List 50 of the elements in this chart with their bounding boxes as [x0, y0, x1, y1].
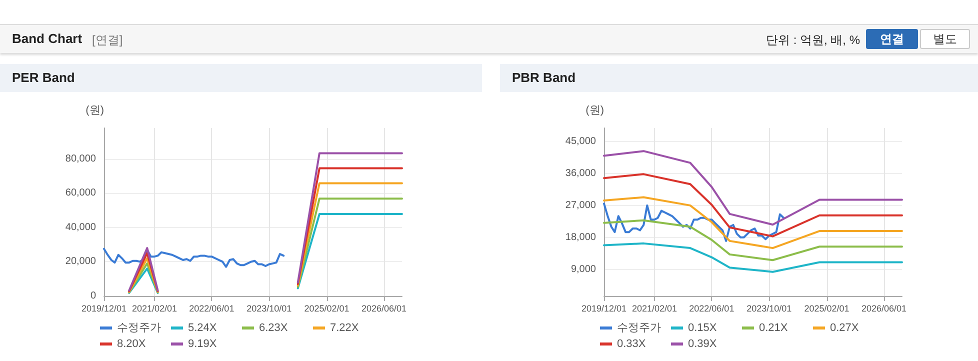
line-series — [603, 219, 903, 262]
y-tick-label: 60,000 — [65, 188, 96, 199]
y-tick-label: 40,000 — [65, 222, 96, 233]
legend-label: 5.24X — [188, 322, 218, 334]
chart-title: PER Band — [0, 64, 482, 92]
chart-title: PBR Band — [500, 64, 978, 92]
legend-label: 수정주가 — [117, 322, 161, 334]
x-tick-label: 2025/02/01 — [804, 304, 850, 314]
legend-label: 0.33X — [617, 338, 646, 350]
y-tick-label: 80,000 — [65, 153, 96, 164]
line-series — [603, 173, 903, 238]
text: 별도 — [920, 29, 970, 49]
y-tick-label: 45,000 — [565, 136, 596, 147]
legend-label: 0.39X — [688, 338, 718, 350]
text: 단위 : 억원, 배, % — [766, 32, 860, 49]
x-tick-label: 2022/06/01 — [189, 304, 234, 314]
x-tick-label: 2025/02/01 — [304, 304, 350, 314]
x-tick-label: 2021/02/01 — [632, 304, 677, 314]
y-tick-label: 0 — [90, 290, 96, 302]
line-series — [603, 242, 903, 273]
y-tick-label: 36,000 — [565, 168, 596, 179]
x-tick-label: 2021/02/01 — [132, 304, 177, 314]
legend-label: 8.20X — [117, 338, 146, 350]
x-tick-label: 2026/06/01 — [861, 304, 906, 314]
y-tick-label: 27,000 — [565, 200, 596, 211]
legend-label: 7.22X — [330, 322, 360, 334]
x-tick-label: 2026/06/01 — [361, 304, 406, 314]
line-series — [603, 150, 903, 226]
y-axis-title: (원) — [86, 104, 104, 116]
legend-label: 6.23X — [259, 322, 288, 334]
x-tick-label: 2019/12/01 — [81, 304, 127, 314]
line-series — [103, 248, 285, 268]
legend-label: 0.27X — [830, 322, 860, 334]
line-series — [603, 196, 903, 250]
legend-label: 0.21X — [759, 322, 788, 334]
text: [연결] — [92, 32, 123, 49]
x-tick-label: 2022/06/01 — [689, 304, 734, 314]
legend-label: 9.19X — [188, 338, 218, 350]
text: Band Chart — [12, 31, 82, 46]
line-series — [603, 202, 785, 242]
y-tick-label: 9,000 — [570, 264, 596, 275]
legend-label: 0.15X — [688, 322, 718, 334]
y-axis-title: (원) — [586, 104, 604, 116]
legend-label: 수정주가 — [617, 322, 661, 334]
y-tick-label: 18,000 — [565, 232, 596, 243]
x-tick-label: 2023/10/01 — [246, 304, 292, 314]
text: 연결 — [866, 29, 918, 49]
y-tick-label: 20,000 — [65, 256, 96, 268]
x-tick-label: 2019/12/01 — [581, 304, 627, 314]
x-tick-label: 2023/10/01 — [746, 304, 792, 314]
